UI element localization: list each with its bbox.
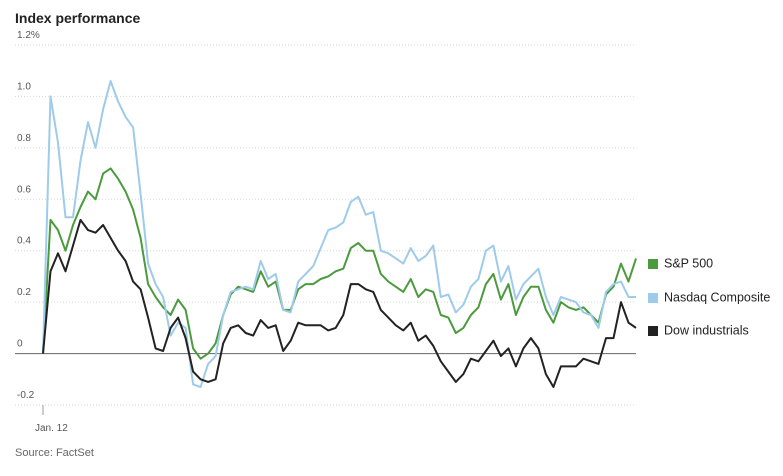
series-line bbox=[42, 80, 636, 388]
y-tick-label: 0 bbox=[17, 339, 23, 350]
series-line bbox=[42, 218, 637, 388]
y-tick-label: 1.2% bbox=[17, 30, 40, 41]
legend-label: Nasdaq Composite bbox=[664, 290, 770, 304]
series-line bbox=[42, 167, 637, 360]
y-tick-label: 0.8 bbox=[17, 133, 31, 144]
legend-swatch bbox=[648, 326, 658, 336]
legend-label: S&P 500 bbox=[664, 256, 713, 270]
legend-label: Dow industrials bbox=[664, 323, 749, 337]
y-tick-label: 0.6 bbox=[17, 184, 31, 195]
y-tick-label: 0.4 bbox=[17, 236, 31, 247]
y-tick-label: 0.2 bbox=[17, 287, 31, 298]
x-tick-label: Jan. 12 bbox=[35, 423, 68, 434]
legend-swatch bbox=[648, 259, 658, 269]
chart-title: Index performance bbox=[15, 10, 140, 26]
y-tick-label: -0.2 bbox=[17, 390, 35, 401]
legend-swatch bbox=[648, 293, 658, 303]
y-tick-label: 1.0 bbox=[17, 81, 31, 92]
source-note: Source: FactSet bbox=[15, 447, 94, 459]
